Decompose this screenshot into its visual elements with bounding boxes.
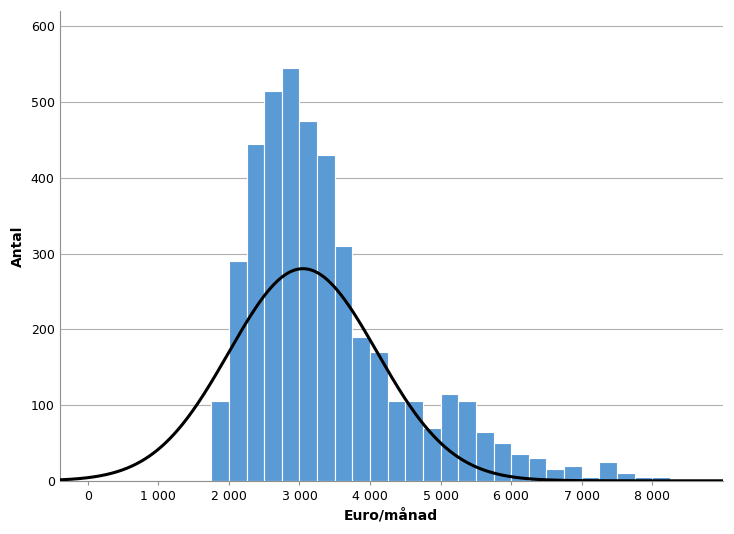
Bar	[511, 454, 528, 481]
Bar	[388, 401, 405, 481]
Bar	[335, 246, 352, 481]
X-axis label: Euro/månad: Euro/månad	[344, 508, 438, 523]
Bar	[458, 401, 476, 481]
Bar	[600, 462, 617, 481]
Bar	[352, 337, 370, 481]
Bar	[229, 261, 247, 481]
Bar	[299, 121, 317, 481]
Bar	[440, 394, 458, 481]
Bar	[493, 443, 511, 481]
Bar	[370, 352, 388, 481]
Bar	[528, 458, 547, 481]
Bar	[423, 428, 440, 481]
Bar	[635, 477, 653, 481]
Bar	[317, 155, 335, 481]
Bar	[264, 91, 282, 481]
Bar	[247, 144, 264, 481]
Bar	[405, 401, 423, 481]
Bar	[670, 478, 688, 481]
Bar	[564, 466, 582, 481]
Bar	[211, 401, 229, 481]
Bar	[617, 473, 635, 481]
Bar	[476, 431, 493, 481]
Bar	[653, 477, 670, 481]
Bar	[282, 68, 299, 481]
Bar	[547, 469, 564, 481]
Y-axis label: Antal: Antal	[11, 225, 25, 266]
Bar	[582, 477, 600, 481]
